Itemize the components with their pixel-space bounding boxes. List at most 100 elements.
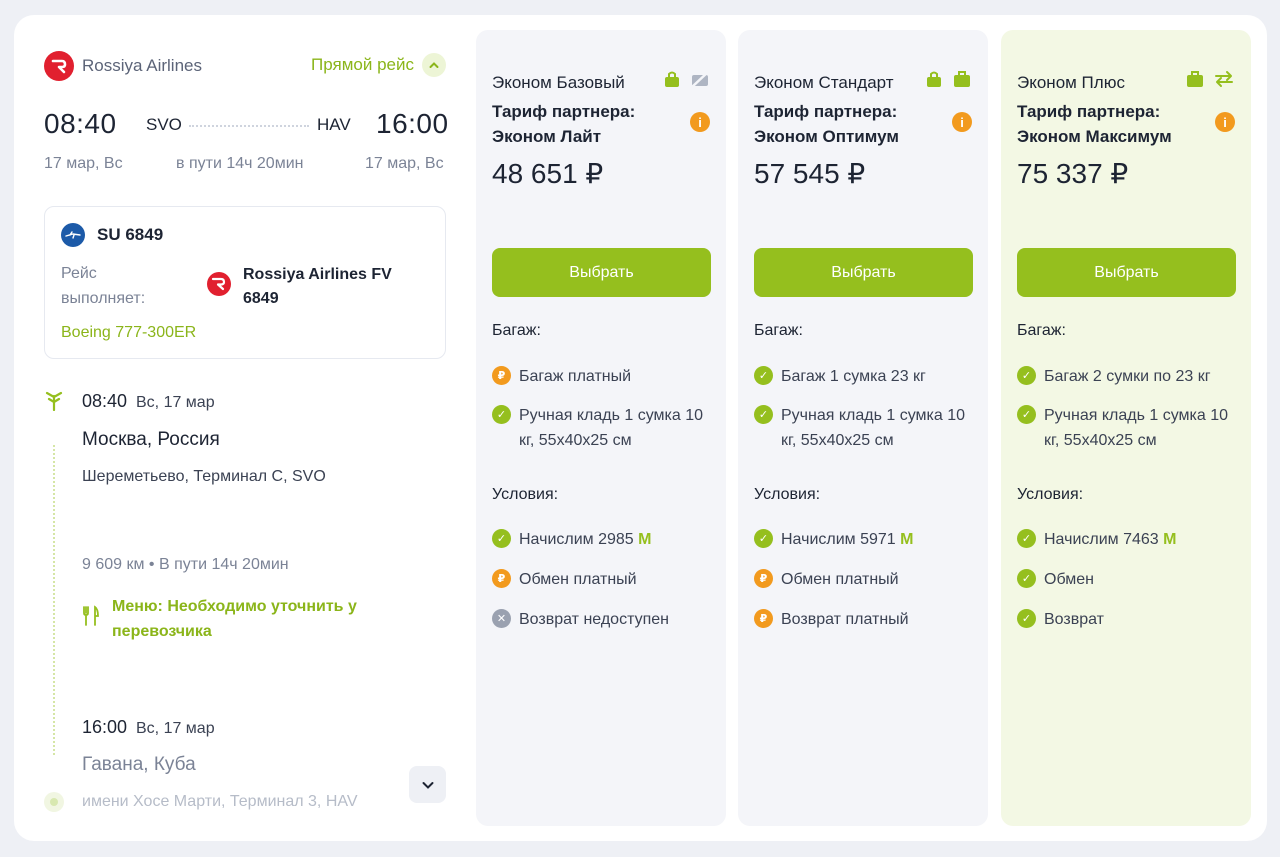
- refund-item: ₽ Возврат платный: [754, 607, 909, 632]
- chevron-down-icon: [422, 781, 433, 789]
- check-icon: ✓: [1017, 529, 1036, 548]
- timeline-line: [53, 445, 55, 755]
- conditions-title: Условия:: [754, 486, 821, 503]
- chevron-up-icon: [422, 53, 446, 77]
- suitcase-icon: [954, 71, 970, 87]
- exchange-item: ₽ Обмен платный: [754, 567, 899, 592]
- airline-name: Rossiya Airlines: [82, 56, 202, 75]
- flight-details-panel: Rossiya Airlines Прямой рейс 08:40 SVO H…: [14, 15, 476, 841]
- operator-name: Rossiya Airlines FV 6849: [243, 266, 392, 307]
- ruble-icon: ₽: [492, 569, 511, 588]
- aeroflot-logo-icon: [61, 223, 85, 247]
- partner-tariff: Тариф партнера: Эконом Лайт: [492, 102, 636, 146]
- info-icon[interactable]: i: [1215, 112, 1235, 132]
- baggage-title: Багаж:: [492, 322, 541, 339]
- check-icon: ✓: [1017, 609, 1036, 628]
- baggage-title: Багаж:: [1017, 322, 1066, 339]
- tariff-price: 48 651 ₽: [492, 158, 604, 189]
- arrival-point-icon: [44, 792, 64, 812]
- arrival-time: 16:00: [376, 108, 449, 139]
- departure-city: Москва, Россия: [82, 429, 220, 450]
- route-line: [189, 125, 309, 127]
- arrival-iata: HAV: [317, 115, 351, 134]
- airline-header: Rossiya Airlines: [44, 51, 202, 81]
- tariff-name: Эконом Базовый: [492, 73, 625, 92]
- info-icon[interactable]: i: [952, 112, 972, 132]
- hand-luggage-item: ✓ Ручная кладь 1 сумка 10 кг, 55х40х25 см: [1017, 403, 1244, 453]
- partner-tariff: Тариф партнера: Эконом Максимум: [1017, 102, 1172, 146]
- plane-takeoff-icon: [43, 389, 65, 416]
- conditions-title: Условия:: [492, 486, 559, 503]
- handbag-icon: [665, 71, 679, 87]
- check-icon: ✓: [1017, 366, 1036, 385]
- tariff-price: 75 337 ₽: [1017, 158, 1129, 189]
- departure-iata: SVO: [146, 115, 182, 134]
- aircraft-type[interactable]: Boeing 777-300ER: [61, 324, 197, 341]
- baggage-item: ✓ Багаж 2 сумки по 23 кг: [1017, 364, 1211, 389]
- miles-icon: М: [638, 531, 652, 548]
- check-icon: ✓: [492, 405, 511, 424]
- miles-icon: М: [1163, 531, 1177, 548]
- tariff-icons: [924, 70, 972, 88]
- timeline-departure-date: Вс, 17 мар: [136, 394, 215, 411]
- select-button[interactable]: Выбрать: [754, 248, 973, 297]
- ruble-icon: ₽: [754, 569, 773, 588]
- timeline-arrival-date: Вс, 17 мар: [136, 720, 215, 737]
- refund-item: ✕ Возврат недоступен: [492, 607, 669, 632]
- departure-time: 08:40: [44, 108, 117, 139]
- ruble-icon: ₽: [754, 609, 773, 628]
- tariff-column-standard: Эконом Стандарт Тариф партнера: Эконом О…: [738, 30, 988, 826]
- select-button[interactable]: Выбрать: [1017, 248, 1236, 297]
- refund-item: ✓ Возврат: [1017, 607, 1104, 632]
- check-icon: ✓: [754, 366, 773, 385]
- arrival-date: 17 мар, Вс: [365, 155, 444, 172]
- direct-flight-toggle[interactable]: Прямой рейс: [311, 53, 446, 77]
- flight-duration: в пути 14ч 20мин: [176, 155, 304, 172]
- timeline-departure-time: 08:40: [82, 391, 128, 411]
- tariff-column-basic: Эконом Базовый Тариф партнера: Эконом Ла…: [476, 30, 726, 826]
- meal-info: Меню: Необходимо уточнить у перевозчика: [112, 598, 357, 640]
- tariff-icons: [662, 70, 710, 88]
- fork-knife-icon: [82, 605, 100, 632]
- miles-icon: М: [900, 531, 914, 548]
- check-icon: ✓: [754, 529, 773, 548]
- handbag-icon: [927, 71, 941, 87]
- tariff-price: 57 545 ₽: [754, 158, 866, 189]
- baggage-title: Багаж:: [754, 322, 803, 339]
- operator-logo-icon: [207, 272, 231, 296]
- exchange-icon: [1215, 71, 1233, 87]
- baggage-item: ₽ Багаж платный: [492, 364, 631, 389]
- check-icon: ✓: [1017, 405, 1036, 424]
- operated-by-label: Рейс выполняет:: [61, 265, 146, 307]
- check-icon: ✓: [754, 405, 773, 424]
- miles-item: ✓ Начислим 7463 М: [1017, 527, 1176, 552]
- tariff-name: Эконом Стандарт: [754, 73, 894, 92]
- expand-button[interactable]: [409, 766, 446, 803]
- check-icon: ✓: [1017, 569, 1036, 588]
- direct-flight-label: Прямой рейс: [311, 55, 414, 74]
- miles-item: ✓ Начислим 2985 М: [492, 527, 651, 552]
- exchange-item: ✓ Обмен: [1017, 567, 1094, 592]
- rossiya-logo-icon: [44, 51, 74, 81]
- select-button[interactable]: Выбрать: [492, 248, 711, 297]
- conditions-title: Условия:: [1017, 486, 1084, 503]
- miles-item: ✓ Начислим 5971 М: [754, 527, 913, 552]
- timeline-arrival-time: 16:00: [82, 717, 128, 737]
- cross-icon: ✕: [492, 609, 511, 628]
- tariff-column-plus: Эконом Плюс Тариф партнера: Эконом Макси…: [1001, 30, 1251, 826]
- departure-date: 17 мар, Вс: [44, 155, 123, 172]
- check-icon: ✓: [492, 529, 511, 548]
- flight-card: Rossiya Airlines Прямой рейс 08:40 SVO H…: [14, 15, 1267, 841]
- baggage-item: ✓ Багаж 1 сумка 23 кг: [754, 364, 926, 389]
- no-baggage-icon: [691, 71, 709, 88]
- info-icon[interactable]: i: [690, 112, 710, 132]
- tariff-icons: [1185, 70, 1235, 88]
- partner-tariff: Тариф партнера: Эконом Оптимум: [754, 102, 899, 146]
- departure-airport: Шереметьево, Терминал C, SVO: [82, 468, 326, 485]
- tariff-name: Эконом Плюс: [1017, 73, 1125, 92]
- hand-luggage-item: ✓ Ручная кладь 1 сумка 10 кг, 55х40х25 см: [754, 403, 981, 453]
- exchange-item: ₽ Обмен платный: [492, 567, 637, 592]
- hand-luggage-item: ✓ Ручная кладь 1 сумка 10 кг, 55х40х25 см: [492, 403, 719, 453]
- flight-info-box: SU 6849 Рейс выполняет: Rossiya Airlines…: [44, 206, 446, 359]
- ruble-icon: ₽: [492, 366, 511, 385]
